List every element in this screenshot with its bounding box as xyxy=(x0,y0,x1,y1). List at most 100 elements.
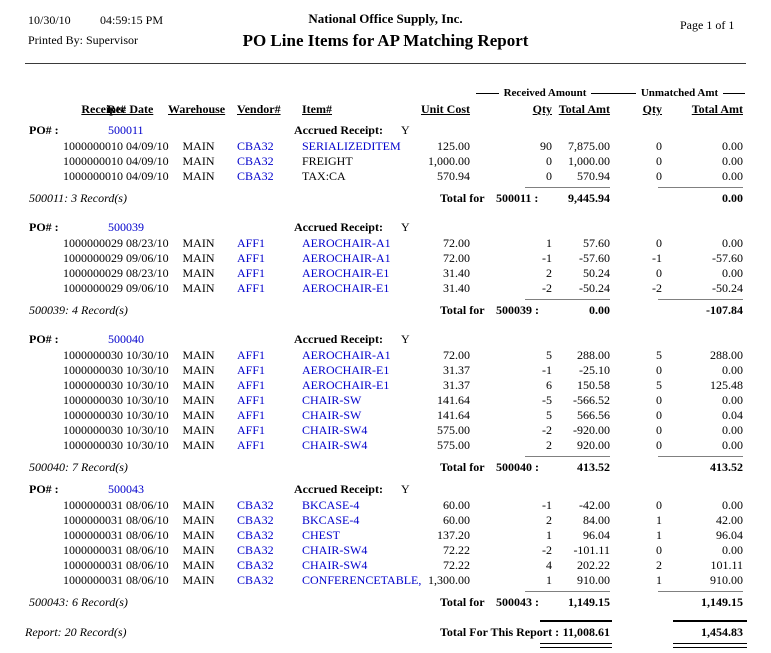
item-number[interactable]: AEROCHAIR-A1 xyxy=(302,348,391,362)
received-total-amt: 84.00 xyxy=(583,513,610,527)
vendor-link[interactable]: AFF1 xyxy=(237,378,266,392)
receipt-number: 1000000031 xyxy=(63,498,123,512)
received-qty: 2 xyxy=(546,266,552,280)
rec-date: 09/06/10 xyxy=(126,251,169,265)
item-number[interactable]: SERIALIZEDITEM xyxy=(302,139,401,153)
vendor-link[interactable]: AFF1 xyxy=(237,393,266,407)
warehouse: MAIN xyxy=(182,408,215,422)
unmatched-qty: 0 xyxy=(656,498,662,512)
print-time: 04:59:15 PM xyxy=(100,13,164,27)
vendor-link[interactable]: CBA32 xyxy=(237,169,274,183)
po-number-link[interactable]: 500043 xyxy=(108,482,144,496)
item-number[interactable]: CHAIR-SW4 xyxy=(302,543,368,557)
section-total-row: 500043: 6 Record(s) Total for 500043 : 1… xyxy=(24,594,745,610)
vendor-link[interactable]: CBA32 xyxy=(237,513,274,527)
item-number[interactable]: BKCASE-4 xyxy=(302,513,360,527)
item-number[interactable]: CHAIR-SW4 xyxy=(302,558,368,572)
col-warehouse: Warehouse xyxy=(168,102,226,116)
item-number[interactable]: AEROCHAIR-E1 xyxy=(302,378,390,392)
received-total-amt: 7,875.00 xyxy=(568,139,610,153)
table-row: 1000000030 10/30/10 MAIN AFF1 CHAIR-SW4 … xyxy=(24,423,745,438)
unit-cost: 60.00 xyxy=(443,513,470,527)
warehouse: MAIN xyxy=(182,348,215,362)
table-row: 1000000029 09/06/10 MAIN AFF1 AEROCHAIR-… xyxy=(24,281,745,296)
vendor-link[interactable]: AFF1 xyxy=(237,266,266,280)
section-received-total: 413.52 xyxy=(577,460,610,474)
col-unmatched-total: Total Amt xyxy=(691,102,743,116)
vendor-link[interactable]: AFF1 xyxy=(237,423,266,437)
vendor-link[interactable]: CBA32 xyxy=(237,498,274,512)
unmatched-qty: 0 xyxy=(656,236,662,250)
po-number-link[interactable]: 500039 xyxy=(108,220,144,234)
unmatched-total-amt: 0.00 xyxy=(722,169,743,183)
unmatched-total-amt: 0.00 xyxy=(722,154,743,168)
received-total-amt: -25.10 xyxy=(579,363,610,377)
item-number[interactable]: CONFERENCETABLE, xyxy=(302,573,422,587)
item-number[interactable]: AEROCHAIR-A1 xyxy=(302,251,391,265)
received-total-amt: 288.00 xyxy=(577,348,610,362)
vendor-link[interactable]: CBA32 xyxy=(237,543,274,557)
item-number[interactable]: CHAIR-SW xyxy=(302,408,362,422)
warehouse: MAIN xyxy=(182,154,215,168)
table-row: 1000000010 04/09/10 MAIN CBA32 SERIALIZE… xyxy=(24,139,745,154)
vendor-link[interactable]: CBA32 xyxy=(237,558,274,572)
receipt-number: 1000000031 xyxy=(63,573,123,587)
total-for-label: Total for xyxy=(440,460,485,474)
po-header-row: PO# : 500011 Accrued Receipt: Y xyxy=(24,122,745,139)
unmatched-total-amt: 0.00 xyxy=(722,438,743,452)
item-number[interactable]: CHAIR-SW xyxy=(302,393,362,407)
total-for-label: Total for xyxy=(440,595,485,609)
report-unmatched-total: 1,454.83 xyxy=(701,625,743,639)
po-header-row: PO# : 500043 Accrued Receipt: Y xyxy=(24,481,745,498)
vendor-link[interactable]: AFF1 xyxy=(237,251,266,265)
item-number[interactable]: BKCASE-4 xyxy=(302,498,360,512)
item-number[interactable]: AEROCHAIR-A1 xyxy=(302,236,391,250)
receipt-number: 1000000031 xyxy=(63,513,123,527)
item-number[interactable]: AEROCHAIR-E1 xyxy=(302,266,390,280)
vendor-link[interactable]: AFF1 xyxy=(237,281,266,295)
received-total-overline xyxy=(525,456,610,457)
section-received-total: 9,445.94 xyxy=(568,191,610,205)
received-qty: 6 xyxy=(546,378,552,392)
unmatched-total-amt: 288.00 xyxy=(710,348,743,362)
vendor-link[interactable]: AFF1 xyxy=(237,363,266,377)
vendor-link[interactable]: AFF1 xyxy=(237,438,266,452)
received-qty: -1 xyxy=(542,363,552,377)
vendor-link[interactable]: AFF1 xyxy=(237,236,266,250)
table-row: 1000000031 08/06/10 MAIN CBA32 CHAIR-SW4… xyxy=(24,543,745,558)
section-total-row: 500011: 3 Record(s) Total for 500011 : 9… xyxy=(24,190,745,206)
item-number[interactable]: CHAIR-SW4 xyxy=(302,423,368,437)
rec-date: 10/30/10 xyxy=(126,363,169,377)
unmatched-total-amt: 910.00 xyxy=(710,573,743,587)
report-record-count: Report: 20 Record(s) xyxy=(25,625,127,639)
vendor-link[interactable]: AFF1 xyxy=(237,408,266,422)
rec-date: 10/30/10 xyxy=(126,378,169,392)
vendor-link[interactable]: AFF1 xyxy=(237,348,266,362)
receipt-number: 1000000029 xyxy=(63,281,123,295)
received-qty: 5 xyxy=(546,408,552,422)
po-number-link[interactable]: 500011 xyxy=(108,123,144,137)
unmatched-total-amt: 0.00 xyxy=(722,393,743,407)
rec-date: 08/06/10 xyxy=(126,573,169,587)
table-row: 1000000031 08/06/10 MAIN CBA32 CONFERENC… xyxy=(24,573,745,588)
item-number[interactable]: CHAIR-SW4 xyxy=(302,438,368,452)
item-number[interactable]: CHEST xyxy=(302,528,341,542)
vendor-link[interactable]: CBA32 xyxy=(237,573,274,587)
vendor-link[interactable]: CBA32 xyxy=(237,139,274,153)
report-unmatched-double-underline xyxy=(673,643,747,648)
warehouse: MAIN xyxy=(182,498,215,512)
table-row: 1000000030 10/30/10 MAIN AFF1 CHAIR-SW4 … xyxy=(24,438,745,453)
report-title: PO Line Items for AP Matching Report xyxy=(242,31,529,50)
item-number[interactable]: AEROCHAIR-E1 xyxy=(302,281,390,295)
item-number[interactable]: AEROCHAIR-E1 xyxy=(302,363,390,377)
total-overline-row xyxy=(24,455,745,459)
table-row: 1000000031 08/06/10 MAIN CBA32 BKCASE-4 … xyxy=(24,498,745,513)
rec-date: 08/06/10 xyxy=(126,528,169,542)
received-qty: -1 xyxy=(542,498,552,512)
vendor-link[interactable]: CBA32 xyxy=(237,528,274,542)
col-rec-date: Rec Date xyxy=(107,102,154,116)
po-number-link[interactable]: 500040 xyxy=(108,332,144,346)
received-qty: -5 xyxy=(542,393,552,407)
receipt-number: 1000000030 xyxy=(63,363,123,377)
vendor-link[interactable]: CBA32 xyxy=(237,154,274,168)
